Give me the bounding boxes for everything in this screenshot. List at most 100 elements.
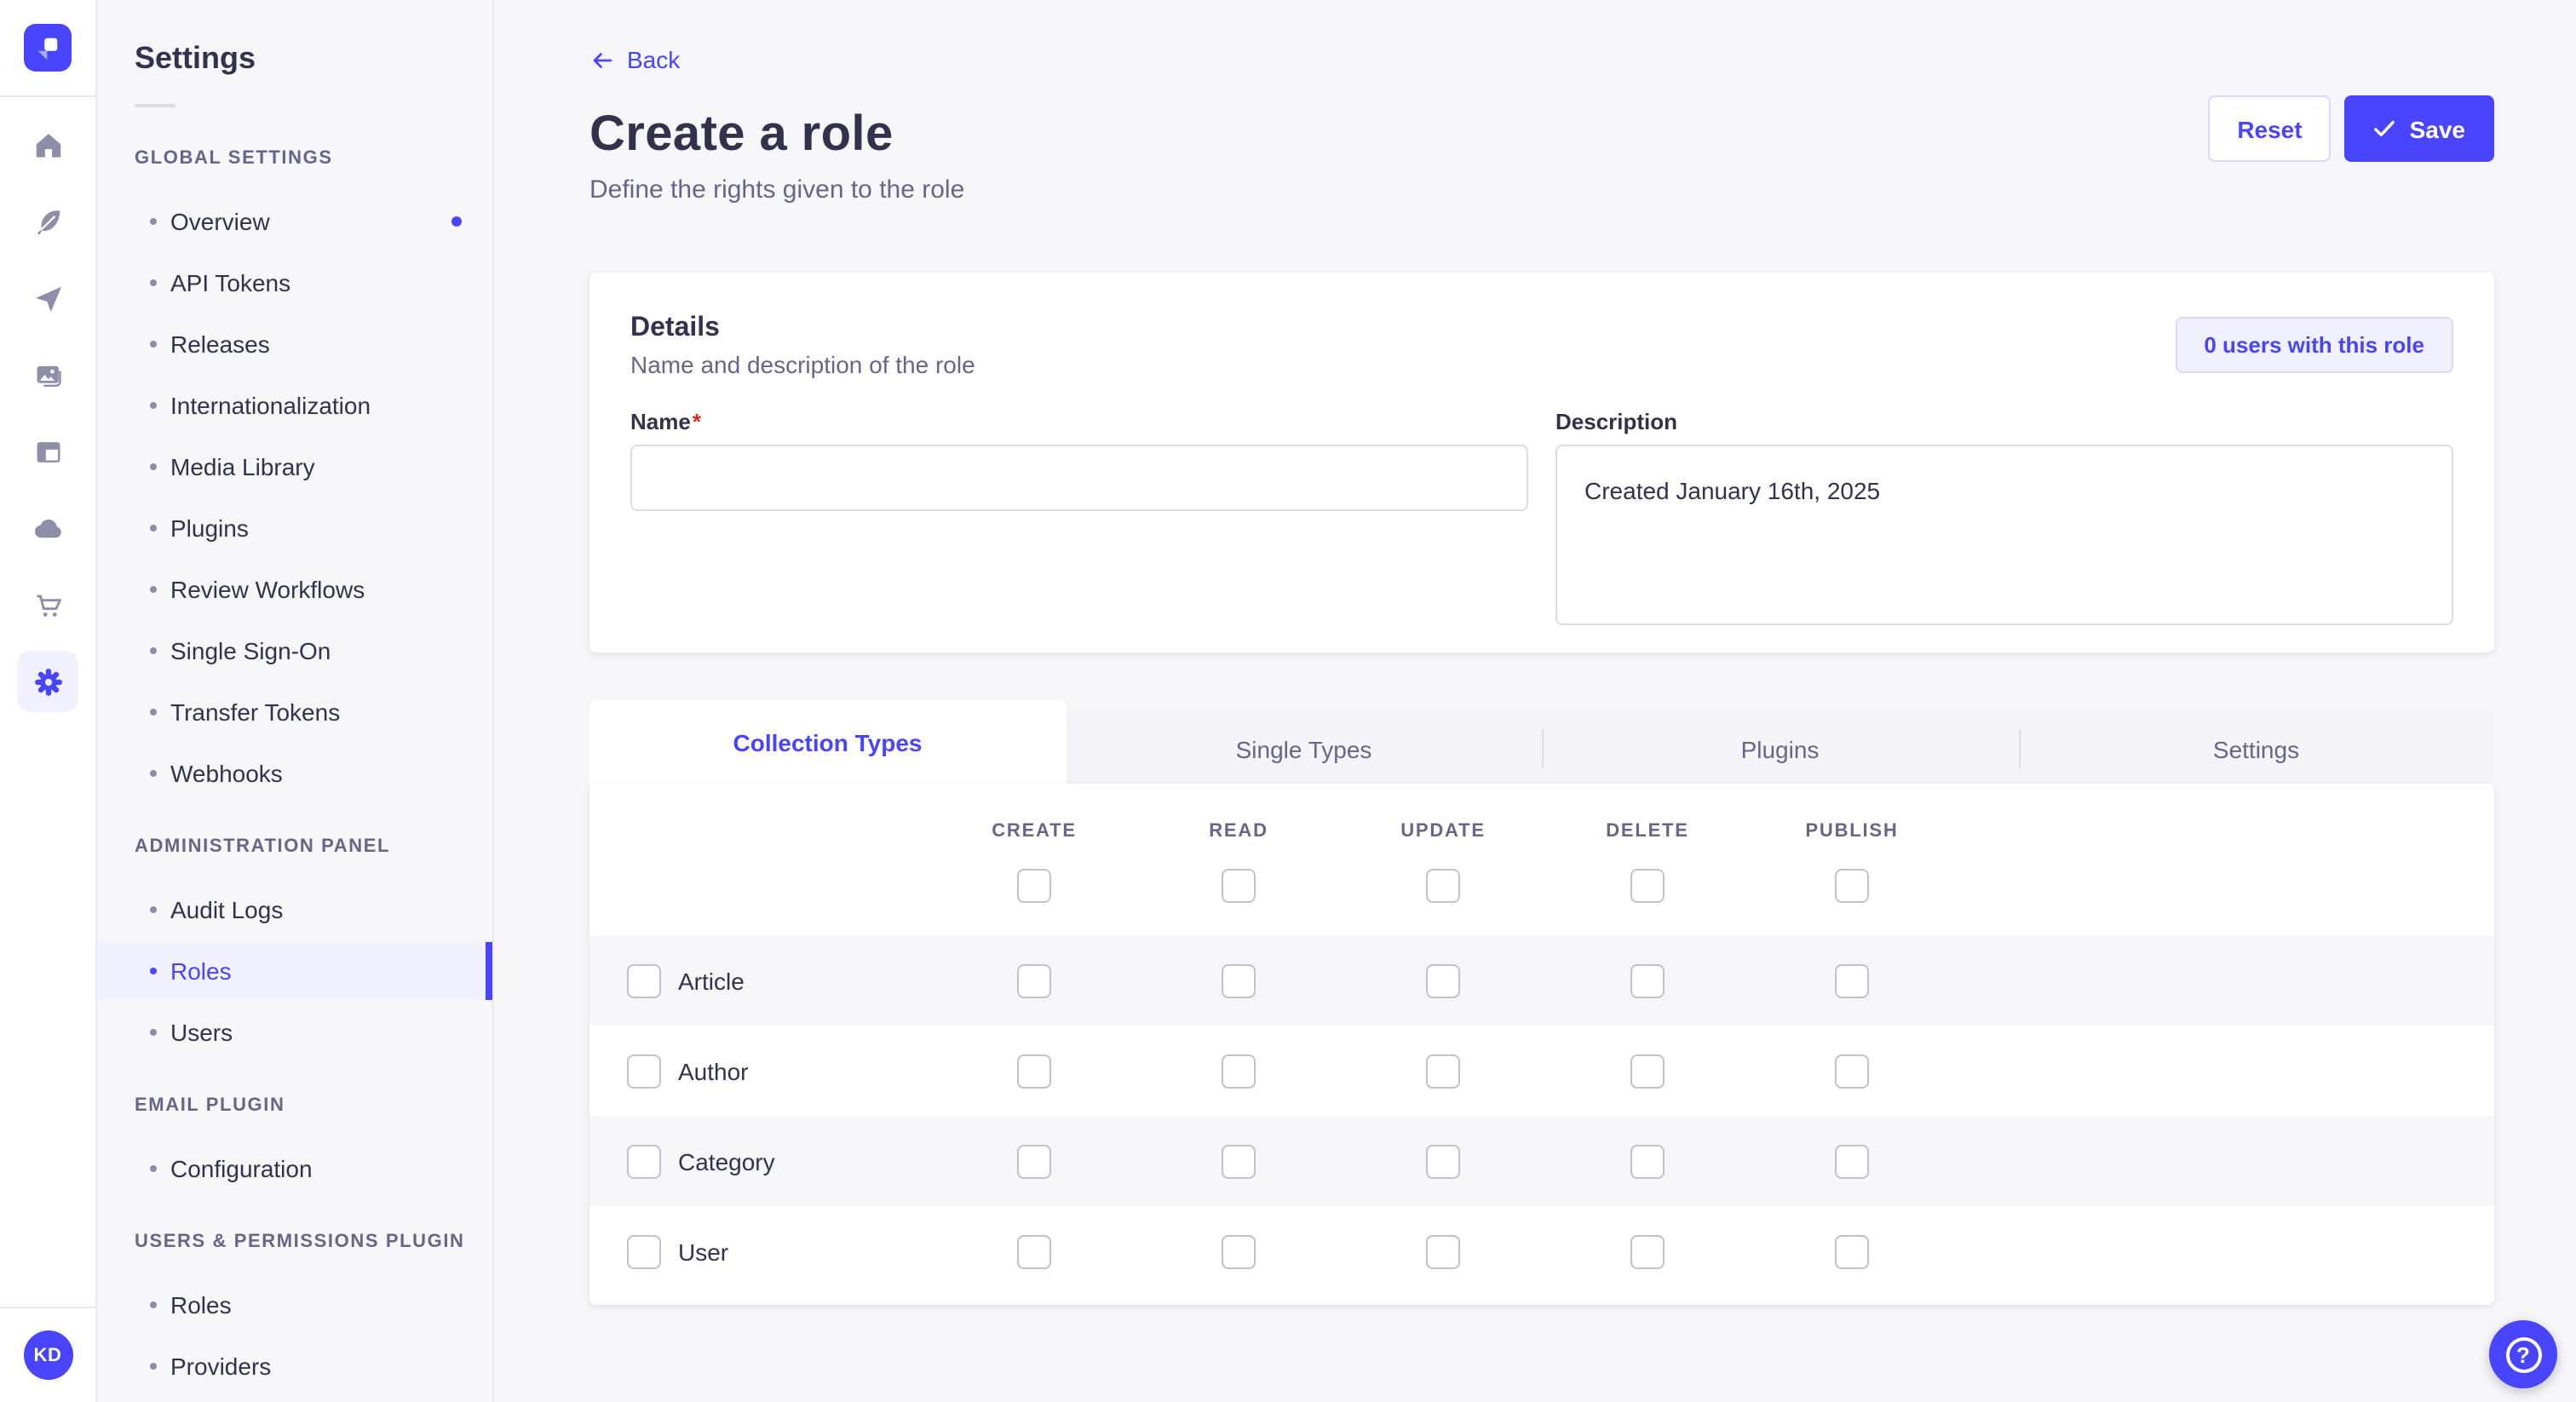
media-icon[interactable]: [17, 344, 78, 405]
layout-icon[interactable]: [17, 421, 78, 482]
select-all-delete-checkbox[interactable]: [1630, 869, 1665, 903]
sidebar-item-roles-admin[interactable]: Roles: [97, 942, 492, 1000]
feather-icon[interactable]: [17, 191, 78, 252]
column-header-update: UPDATE: [1400, 821, 1486, 842]
bullet-icon: [150, 1029, 157, 1036]
tab-plugins[interactable]: Plugins: [1542, 714, 2018, 784]
select-all-publish-checkbox[interactable]: [1835, 869, 1869, 903]
tab-single-types[interactable]: Single Types: [1066, 714, 1542, 784]
column-header-publish: PUBLISH: [1805, 821, 1899, 842]
question-mark-icon: ?: [2505, 1336, 2541, 1372]
main-content: Back Create a role Define the rights giv…: [496, 0, 2576, 1402]
sidebar-item-roles-up[interactable]: Roles: [97, 1276, 492, 1334]
category-publish-checkbox[interactable]: [1835, 1144, 1869, 1178]
reset-button[interactable]: Reset: [2208, 95, 2332, 162]
sidebar-item-internationalization[interactable]: Internationalization: [97, 376, 492, 434]
description-field-group: Description Created January 16th, 2025: [1555, 409, 2453, 634]
details-subheading: Name and description of the role: [630, 351, 975, 378]
row-select-checkbox[interactable]: [627, 1054, 661, 1088]
user-delete-checkbox[interactable]: [1630, 1234, 1665, 1268]
name-input[interactable]: [630, 445, 1528, 511]
description-label: Description: [1555, 409, 1678, 434]
category-read-checkbox[interactable]: [1222, 1144, 1256, 1178]
sidebar-item-webhooks[interactable]: Webhooks: [97, 744, 492, 802]
user-create-checkbox[interactable]: [1017, 1234, 1051, 1268]
row-select-checkbox[interactable]: [627, 1144, 661, 1178]
bullet-icon: [150, 279, 157, 286]
sidebar-item-overview[interactable]: Overview: [97, 192, 492, 250]
article-publish-checkbox[interactable]: [1835, 963, 1869, 997]
sidebar-item-releases[interactable]: Releases: [97, 315, 492, 373]
logo-cell: [0, 0, 95, 97]
required-asterisk: *: [692, 409, 701, 434]
page-title: Create a role: [589, 106, 894, 161]
users-permissions-list: Roles Providers: [97, 1276, 492, 1395]
select-all-read-checkbox[interactable]: [1222, 869, 1256, 903]
section-label-users-permissions-plugin: USERS & PERMISSIONS PLUGIN: [135, 1232, 465, 1252]
row-label: Author: [678, 1057, 749, 1084]
sidebar-item-providers[interactable]: Providers: [97, 1337, 492, 1395]
rail-icon-list: [0, 97, 95, 727]
author-read-checkbox[interactable]: [1222, 1054, 1256, 1088]
tab-collection-types[interactable]: Collection Types: [589, 700, 1066, 784]
email-plugin-list: Configuration: [97, 1140, 492, 1198]
sidebar-item-configuration[interactable]: Configuration: [97, 1140, 492, 1198]
row-label: User: [678, 1238, 729, 1265]
bullet-icon: [150, 463, 157, 470]
table-row-author: Author: [589, 1026, 2494, 1116]
column-header-delete: DELETE: [1606, 821, 1689, 842]
help-button[interactable]: ?: [2489, 1320, 2557, 1388]
permissions-tabs: Collection Types Single Types Plugins Se…: [589, 700, 2494, 784]
tab-settings[interactable]: Settings: [2018, 714, 2494, 784]
send-icon[interactable]: [17, 267, 78, 329]
bullet-icon: [150, 906, 157, 913]
author-delete-checkbox[interactable]: [1630, 1054, 1665, 1088]
gear-icon[interactable]: [17, 651, 78, 712]
row-select-checkbox[interactable]: [627, 1234, 661, 1268]
save-button[interactable]: Save: [2344, 95, 2494, 162]
section-label-email-plugin: EMAIL PLUGIN: [135, 1095, 285, 1116]
select-all-create-checkbox[interactable]: [1017, 869, 1051, 903]
sidebar-item-plugins[interactable]: Plugins: [97, 499, 492, 557]
category-update-checkbox[interactable]: [1426, 1144, 1460, 1178]
user-avatar[interactable]: KD: [23, 1330, 72, 1380]
sidebar-item-media-library[interactable]: Media Library: [97, 438, 492, 496]
cloud-icon[interactable]: [17, 497, 78, 559]
users-with-role-badge: 0 users with this role: [2175, 317, 2453, 373]
author-create-checkbox[interactable]: [1017, 1054, 1051, 1088]
sidebar-item-review-workflows[interactable]: Review Workflows: [97, 560, 492, 618]
user-read-checkbox[interactable]: [1222, 1234, 1256, 1268]
article-delete-checkbox[interactable]: [1630, 963, 1665, 997]
select-all-update-checkbox[interactable]: [1426, 869, 1460, 903]
user-update-checkbox[interactable]: [1426, 1234, 1460, 1268]
bullet-icon: [150, 647, 157, 654]
check-icon: [2374, 120, 2395, 137]
user-publish-checkbox[interactable]: [1835, 1234, 1869, 1268]
author-update-checkbox[interactable]: [1426, 1054, 1460, 1088]
table-header: CREATE READ UPDATE DELETE PUBLISH: [589, 784, 2494, 935]
name-field-group: Name *: [630, 409, 1528, 634]
home-icon[interactable]: [17, 114, 78, 175]
strapi-logo-icon[interactable]: [24, 24, 72, 72]
category-delete-checkbox[interactable]: [1630, 1144, 1665, 1178]
article-read-checkbox[interactable]: [1222, 963, 1256, 997]
sidebar-item-single-sign-on[interactable]: Single Sign-On: [97, 622, 492, 680]
author-publish-checkbox[interactable]: [1835, 1054, 1869, 1088]
sidebar-item-transfer-tokens[interactable]: Transfer Tokens: [97, 683, 492, 741]
section-label-global-settings: GLOBAL SETTINGS: [135, 148, 333, 169]
sidebar-item-audit-logs[interactable]: Audit Logs: [97, 881, 492, 939]
description-textarea[interactable]: Created January 16th, 2025: [1555, 445, 2453, 625]
sidebar-item-api-tokens[interactable]: API Tokens: [97, 254, 492, 312]
bullet-icon: [150, 402, 157, 409]
cart-icon[interactable]: [17, 574, 78, 635]
article-create-checkbox[interactable]: [1017, 963, 1051, 997]
details-card: Details Name and description of the role…: [589, 273, 2494, 652]
category-create-checkbox[interactable]: [1017, 1144, 1051, 1178]
sidebar-item-users[interactable]: Users: [97, 1003, 492, 1061]
article-update-checkbox[interactable]: [1426, 963, 1460, 997]
row-select-checkbox[interactable]: [627, 963, 661, 997]
back-link[interactable]: Back: [589, 46, 680, 73]
subnav-divider: [135, 104, 175, 107]
bullet-icon: [150, 525, 157, 531]
